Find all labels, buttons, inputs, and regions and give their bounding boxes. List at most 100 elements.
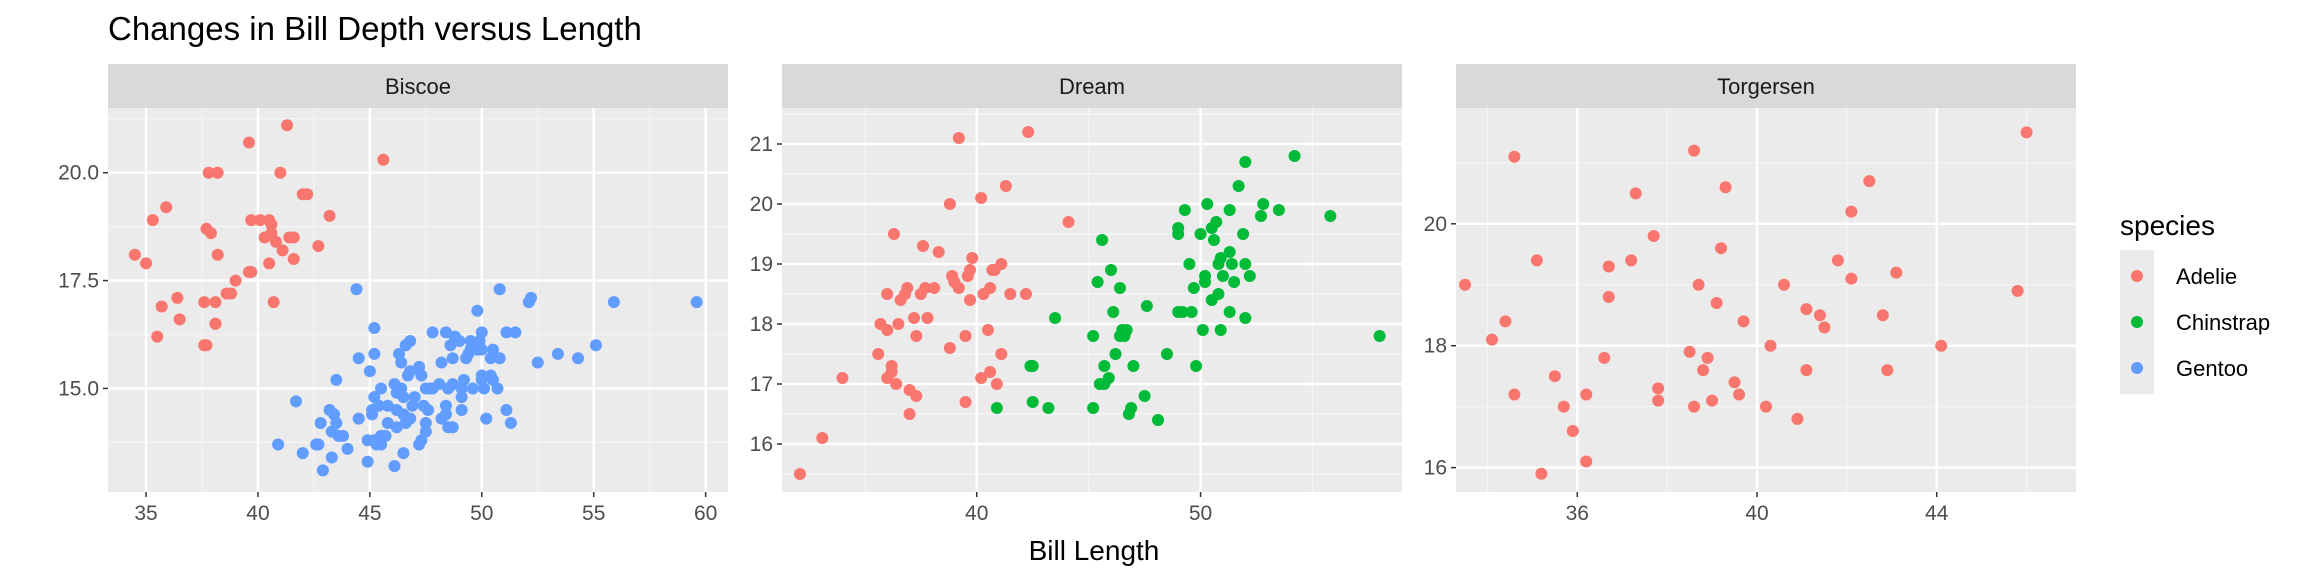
- data-point-gentoo: [475, 326, 488, 339]
- data-point-adelie: [1831, 254, 1844, 267]
- data-point-adelie: [1062, 216, 1075, 228]
- data-point-gentoo: [491, 382, 504, 395]
- data-point-gentoo: [607, 296, 620, 309]
- data-point-chinstrap: [1087, 330, 1100, 342]
- data-point-adelie: [254, 214, 267, 227]
- data-point-gentoo: [435, 356, 448, 369]
- data-point-chinstrap: [1172, 222, 1185, 234]
- data-point-adelie: [1715, 242, 1728, 255]
- data-point-chinstrap: [1239, 312, 1252, 324]
- data-point-adelie: [209, 296, 222, 309]
- data-point-chinstrap: [1120, 324, 1133, 336]
- y-tick-label: 18: [1424, 335, 1447, 358]
- data-point-adelie: [269, 235, 282, 248]
- data-point-adelie: [202, 166, 215, 179]
- x-axis-title: Bill Length: [1029, 535, 1160, 566]
- legend-label: Gentoo: [2176, 356, 2248, 381]
- data-point-gentoo: [486, 343, 499, 356]
- data-point-adelie: [198, 296, 211, 309]
- data-point-gentoo: [466, 382, 479, 395]
- data-point-gentoo: [433, 378, 446, 391]
- data-point-chinstrap: [1254, 210, 1267, 222]
- data-point-adelie: [984, 366, 997, 378]
- data-point-gentoo: [390, 421, 403, 434]
- data-point-adelie: [209, 317, 222, 330]
- data-point-chinstrap: [1026, 396, 1039, 408]
- data-point-gentoo: [455, 391, 468, 404]
- data-point-gentoo: [439, 399, 452, 412]
- data-point-adelie: [910, 330, 923, 342]
- data-point-chinstrap: [1105, 264, 1118, 276]
- data-point-chinstrap: [1207, 234, 1220, 246]
- data-point-adelie: [1508, 150, 1521, 163]
- data-point-adelie: [1004, 288, 1017, 300]
- data-point-adelie: [943, 342, 956, 354]
- data-point-adelie: [1019, 288, 1032, 300]
- y-tick-label: 16: [1424, 457, 1447, 480]
- data-point-adelie: [301, 188, 314, 201]
- y-tick-label: 16: [750, 433, 773, 456]
- data-point-chinstrap: [1096, 234, 1109, 246]
- data-point-gentoo: [589, 339, 602, 352]
- data-point-chinstrap: [1373, 330, 1386, 342]
- data-point-gentoo: [446, 421, 459, 434]
- data-point-adelie: [263, 257, 276, 270]
- data-point-adelie: [964, 264, 977, 276]
- series-chinstrap: [990, 150, 1386, 426]
- data-point-adelie: [1845, 272, 1858, 285]
- data-point-chinstrap: [1272, 204, 1285, 216]
- data-point-adelie: [1764, 339, 1777, 352]
- data-point-adelie: [1935, 339, 1948, 352]
- data-point-adelie: [1863, 175, 1876, 188]
- x-tick-label: 36: [1566, 502, 1589, 525]
- facet-strip: [108, 64, 728, 108]
- data-point-adelie: [932, 246, 945, 258]
- data-point-gentoo: [397, 391, 410, 404]
- data-point-adelie: [921, 312, 934, 324]
- data-point-chinstrap: [1187, 282, 1200, 294]
- facet-panel-dream: Dream 40 50 16 17 18 19 20 21: [750, 64, 1402, 525]
- x-tick-label: 40: [1745, 502, 1768, 525]
- data-point-adelie: [225, 287, 238, 300]
- data-point-gentoo: [341, 442, 354, 455]
- data-point-adelie: [1683, 345, 1696, 358]
- data-point-gentoo: [363, 365, 376, 378]
- data-point-adelie: [245, 265, 258, 278]
- data-point-gentoo: [381, 399, 394, 412]
- data-point-adelie: [990, 378, 1003, 390]
- data-point-gentoo: [330, 416, 343, 429]
- data-point-chinstrap: [1042, 402, 1055, 414]
- x-tick-label: 40: [246, 502, 269, 525]
- data-point-adelie: [1728, 376, 1741, 389]
- data-point-adelie: [287, 231, 300, 244]
- data-point-chinstrap: [1196, 324, 1209, 336]
- data-point-adelie: [1508, 388, 1521, 401]
- legend: species Adelie Chinstrap Gentoo: [2120, 210, 2270, 394]
- data-point-adelie: [881, 324, 894, 336]
- data-point-gentoo: [419, 425, 432, 438]
- data-point-adelie: [928, 282, 941, 294]
- data-point-gentoo: [296, 447, 309, 460]
- data-point-gentoo: [480, 412, 493, 425]
- data-point-adelie: [959, 396, 972, 408]
- legend-title: species: [2120, 210, 2215, 241]
- data-point-gentoo: [509, 326, 522, 339]
- data-point-adelie: [919, 282, 932, 294]
- data-point-chinstrap: [1125, 402, 1138, 414]
- data-point-gentoo: [471, 304, 484, 317]
- data-point-chinstrap: [1091, 276, 1104, 288]
- data-point-gentoo: [381, 416, 394, 429]
- data-point-adelie: [1733, 388, 1746, 401]
- legend-label: Adelie: [2176, 264, 2237, 289]
- data-point-gentoo: [272, 438, 285, 451]
- data-point-gentoo: [330, 373, 343, 386]
- data-point-adelie: [1692, 278, 1705, 291]
- data-point-adelie: [1602, 290, 1615, 303]
- data-point-gentoo: [408, 391, 421, 404]
- data-point-chinstrap: [1212, 288, 1225, 300]
- data-point-adelie: [1647, 230, 1660, 242]
- data-point-adelie: [1813, 309, 1826, 322]
- legend-entries: Adelie Chinstrap Gentoo: [2131, 264, 2270, 381]
- data-point-chinstrap: [1324, 210, 1337, 222]
